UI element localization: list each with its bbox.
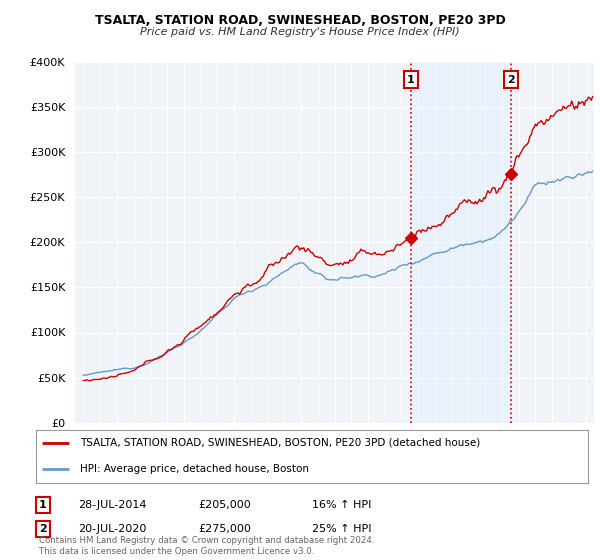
Text: 2: 2 [507, 74, 515, 85]
Text: 1: 1 [407, 74, 415, 85]
Text: 28-JUL-2014: 28-JUL-2014 [78, 500, 146, 510]
Text: Price paid vs. HM Land Registry's House Price Index (HPI): Price paid vs. HM Land Registry's House … [140, 27, 460, 37]
Text: £275,000: £275,000 [198, 524, 251, 534]
Text: Contains HM Land Registry data © Crown copyright and database right 2024.
This d: Contains HM Land Registry data © Crown c… [39, 536, 374, 556]
Text: TSALTA, STATION ROAD, SWINESHEAD, BOSTON, PE20 3PD (detached house): TSALTA, STATION ROAD, SWINESHEAD, BOSTON… [80, 438, 481, 448]
Text: 25% ↑ HPI: 25% ↑ HPI [312, 524, 371, 534]
Text: 16% ↑ HPI: 16% ↑ HPI [312, 500, 371, 510]
Text: TSALTA, STATION ROAD, SWINESHEAD, BOSTON, PE20 3PD: TSALTA, STATION ROAD, SWINESHEAD, BOSTON… [95, 14, 505, 27]
Text: £205,000: £205,000 [198, 500, 251, 510]
Text: 20-JUL-2020: 20-JUL-2020 [78, 524, 146, 534]
Text: 1: 1 [39, 500, 47, 510]
Text: 2: 2 [39, 524, 47, 534]
Bar [411, 62, 511, 423]
Text: HPI: Average price, detached house, Boston: HPI: Average price, detached house, Bost… [80, 464, 309, 474]
